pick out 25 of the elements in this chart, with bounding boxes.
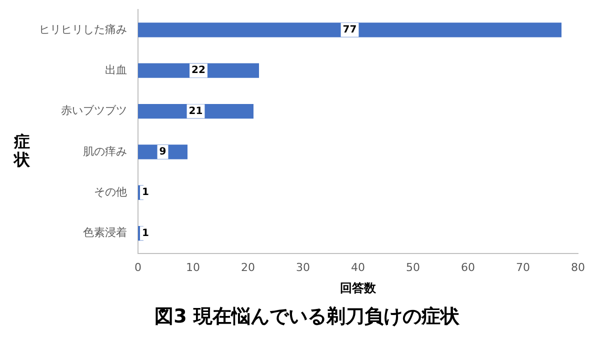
data-label: 21 bbox=[188, 106, 203, 117]
x-axis-title: 回答数 bbox=[340, 281, 377, 296]
x-tick-label: 10 bbox=[186, 261, 200, 274]
y-tick-label: ヒリヒリした痛み bbox=[39, 22, 127, 36]
x-tick-label: 30 bbox=[296, 261, 310, 274]
x-tick-label: 40 bbox=[351, 261, 365, 274]
y-tick-label: 出血 bbox=[105, 63, 127, 76]
x-tick-label: 50 bbox=[406, 261, 420, 274]
x-tick-label: 60 bbox=[461, 261, 475, 274]
bar bbox=[138, 22, 562, 38]
data-label: 9 bbox=[159, 146, 166, 158]
data-label: 1 bbox=[142, 187, 149, 198]
data-label: 77 bbox=[342, 24, 357, 36]
x-tick-label: 80 bbox=[571, 261, 585, 274]
y-tick-label: その他 bbox=[94, 185, 127, 198]
data-label: 1 bbox=[142, 228, 149, 239]
text: 図3 現在悩んでいる剃刀負けの症状 bbox=[154, 306, 460, 328]
y-tick-label: 肌の痒み bbox=[83, 144, 127, 158]
y-axis-title: 症状 bbox=[14, 132, 31, 169]
x-tick-label: 70 bbox=[516, 261, 530, 274]
y-tick-label: 色素浸着 bbox=[83, 226, 127, 240]
x-tick-label: 0 bbox=[134, 261, 142, 274]
data-label: 22 bbox=[192, 65, 206, 76]
x-tick-label: 20 bbox=[241, 261, 255, 274]
y-tick-label: 赤いブツブツ bbox=[61, 104, 127, 118]
